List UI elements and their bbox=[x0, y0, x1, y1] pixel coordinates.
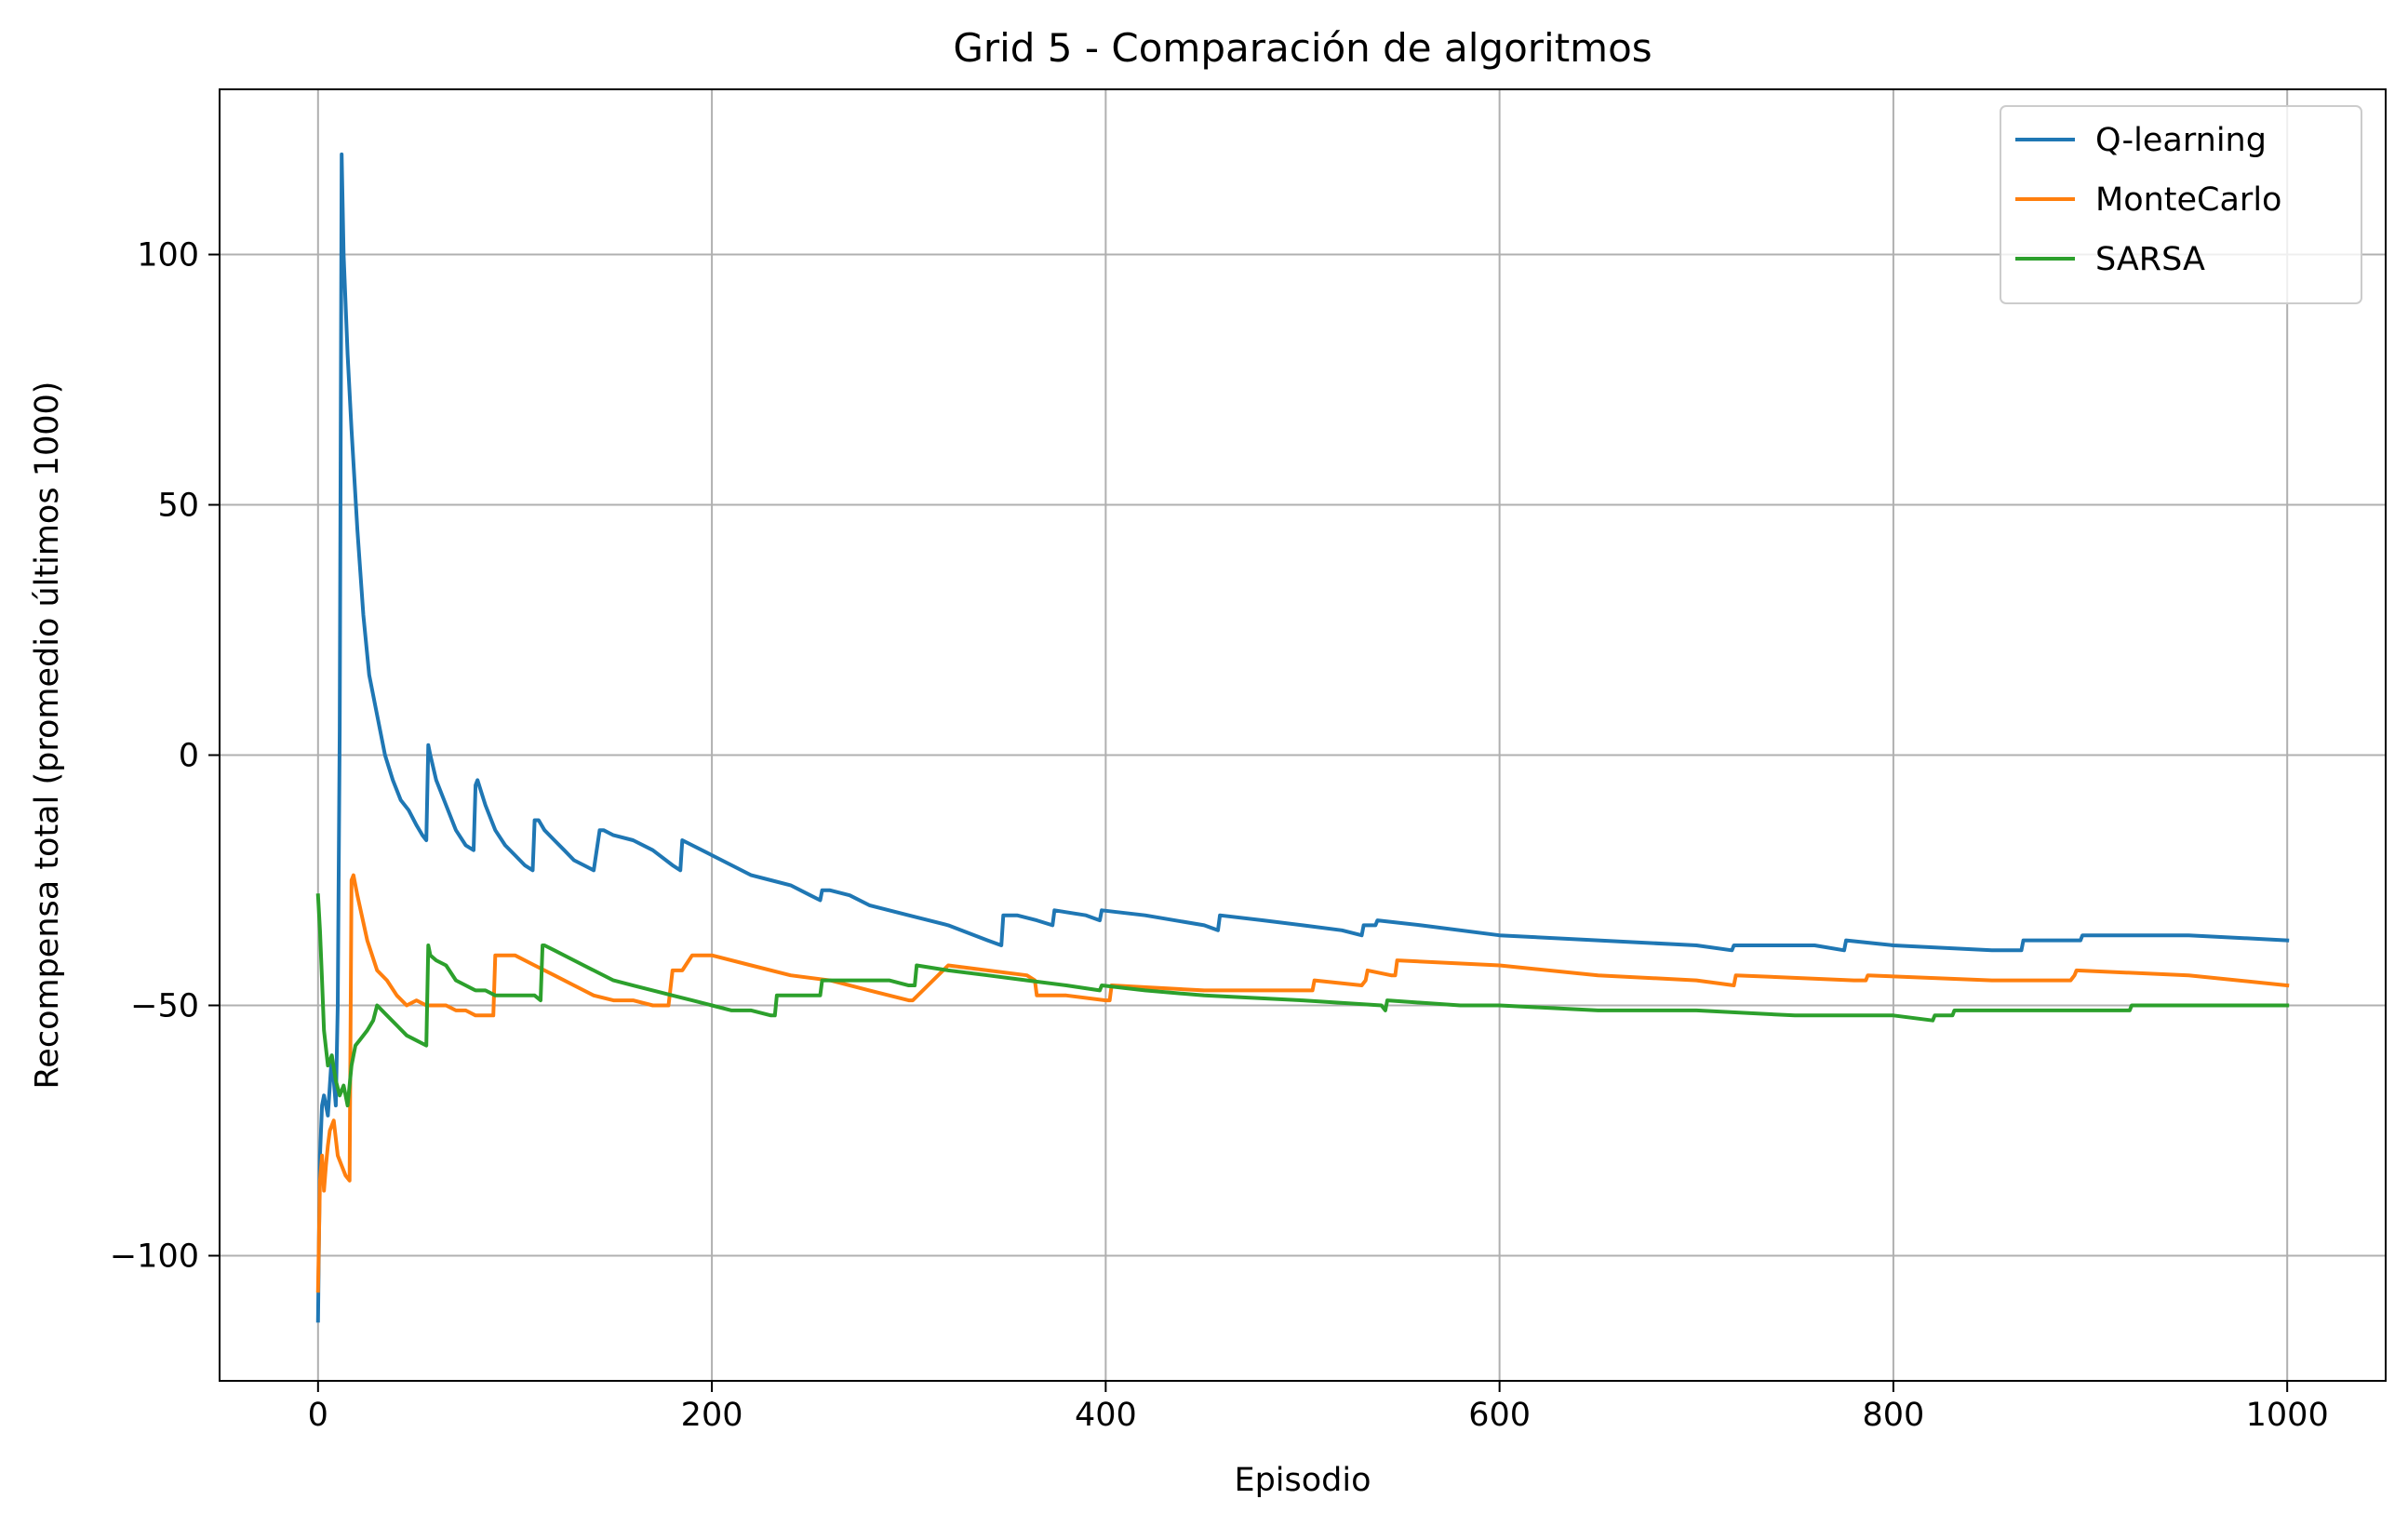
x-tick-label: 0 bbox=[308, 1397, 328, 1434]
series-line-sarsa bbox=[315, 893, 2290, 1108]
legend-label: Q-learning bbox=[2095, 122, 2267, 159]
x-tick-label: 200 bbox=[681, 1397, 743, 1434]
legend-label: SARSA bbox=[2095, 241, 2205, 278]
y-axis-label: Recompensa total (promedio últimos 1000) bbox=[29, 382, 66, 1090]
y-tick-label: 0 bbox=[179, 738, 199, 775]
y-tick-label: −100 bbox=[110, 1238, 199, 1276]
legend: Q-learning MonteCarlo SARSA bbox=[2000, 105, 2362, 304]
plot-frame bbox=[219, 88, 2387, 1382]
y-tick-label: −50 bbox=[130, 988, 199, 1025]
legend-box bbox=[2000, 105, 2362, 304]
legend-label: MonteCarlo bbox=[2095, 181, 2281, 219]
y-tick-label: 100 bbox=[137, 237, 199, 274]
series-line-montecarlo bbox=[315, 873, 2290, 1293]
x-tick-label: 600 bbox=[1468, 1397, 1531, 1434]
y-tick-label: 50 bbox=[157, 488, 199, 525]
x-tick-label: 1000 bbox=[2246, 1397, 2329, 1434]
series-lines bbox=[315, 152, 2290, 1323]
chart-title: Grid 5 - Comparación de algoritmos bbox=[953, 25, 1652, 71]
axis-ticks: 0 200 400 600 800 1000 −100 −50 0 50 100 bbox=[110, 237, 2329, 1434]
x-tick-label: 400 bbox=[1075, 1397, 1137, 1434]
series-line-q-learning bbox=[315, 152, 2290, 1323]
x-axis-label: Episodio bbox=[1234, 1462, 1371, 1499]
x-tick-label: 800 bbox=[1863, 1397, 1925, 1434]
